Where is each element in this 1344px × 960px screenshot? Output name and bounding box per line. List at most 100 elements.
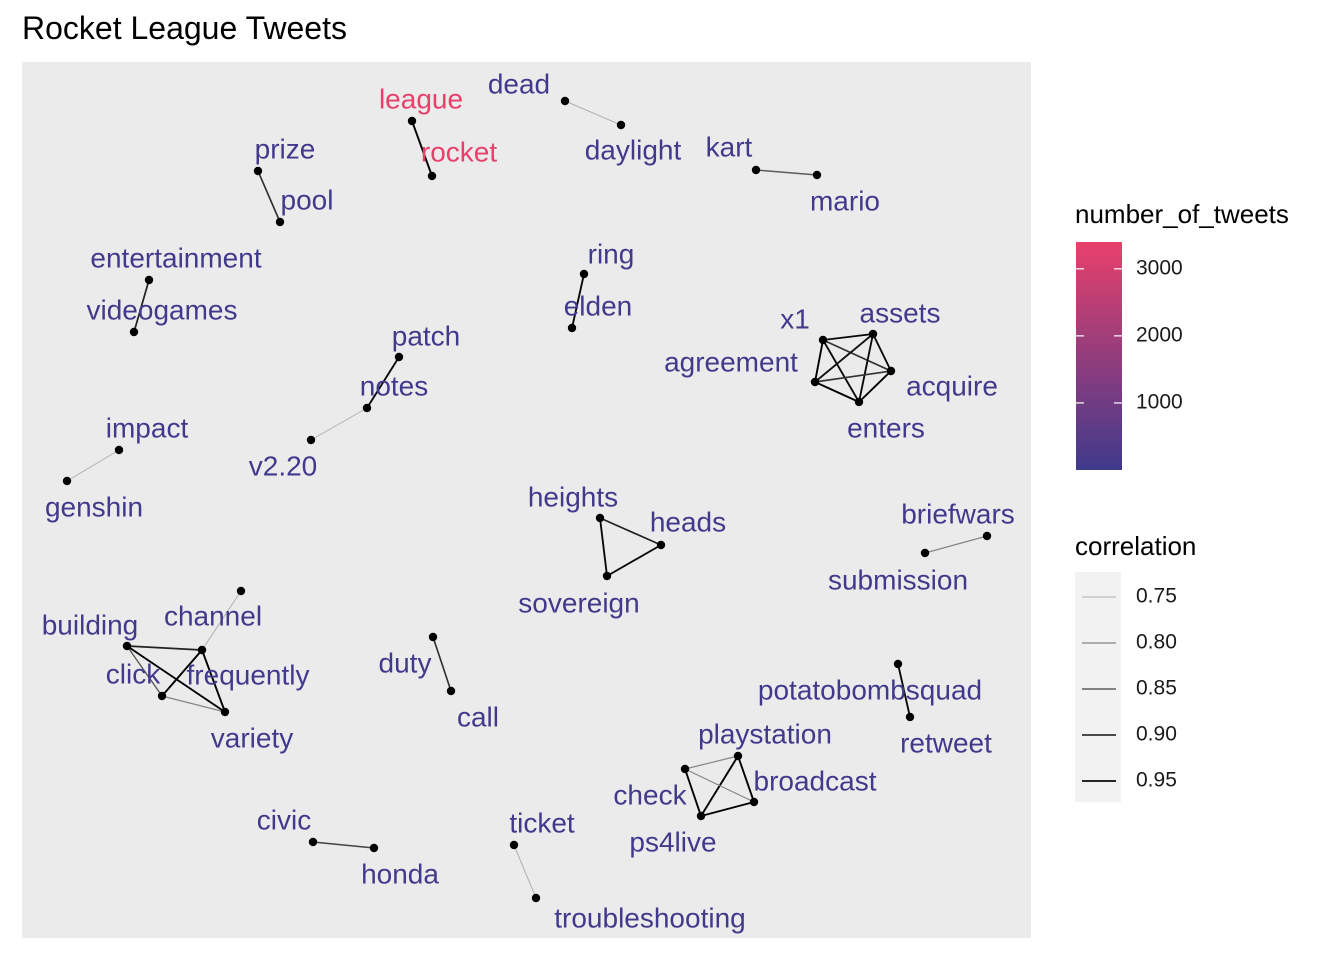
color-legend-label-1: 2000 [1136, 323, 1183, 346]
node-point-heads [656, 540, 666, 550]
correlation-legend-title: correlation [1075, 531, 1196, 561]
node-point-variety [220, 707, 230, 717]
node-point-patch [394, 352, 404, 362]
node-point-duty [428, 632, 438, 642]
node-label-genshin: genshin [45, 491, 143, 522]
node-label-click: click [106, 658, 161, 689]
edge-acquire-enters [858, 370, 892, 403]
edge-check-ps4live [684, 768, 702, 817]
label-layer: league rocket dead daylight kart mario prize po… [42, 68, 1015, 933]
correlation-legend-label-4: 0.95 [1136, 769, 1177, 792]
node-point-potatobombsquad [893, 659, 903, 669]
node-point-prize [253, 166, 263, 176]
node-label-prize: prize [255, 133, 316, 164]
edge-ticket-troubleshooting [513, 844, 537, 899]
node-label-building: building [42, 609, 139, 640]
edge-heights-heads [599, 517, 662, 546]
node-point-notes [362, 403, 372, 413]
node-point-impact [114, 445, 124, 455]
node-label-retweet: retweet [900, 727, 992, 758]
node-label-playstation: playstation [698, 718, 832, 749]
node-point-x1 [818, 335, 828, 345]
node-point-civic [308, 837, 318, 847]
node-label-dead: dead [488, 68, 550, 99]
node-point-frequently [197, 645, 207, 655]
edge-click-frequently [161, 649, 203, 697]
node-point-enters [854, 397, 864, 407]
edge-dead-daylight [564, 100, 622, 126]
node-point-playstation [733, 751, 743, 761]
edge-briefwars-submission [924, 535, 988, 554]
node-label-ring: ring [588, 238, 635, 269]
node-point-click [157, 691, 167, 701]
edge-kart-mario [755, 169, 818, 176]
edge-playstation-check [684, 755, 739, 770]
node-label-assets: assets [860, 297, 941, 328]
edge-notes-v2.20 [310, 407, 368, 441]
edge-assets-acquire [872, 333, 892, 372]
edge-click-variety [161, 695, 226, 713]
node-label-x1: x1 [780, 303, 810, 334]
node-label-broadcast: broadcast [754, 765, 877, 796]
node-point-dead [560, 96, 570, 106]
correlation-legend-label-0: 0.75 [1136, 585, 1177, 608]
edge-x1-enters [822, 339, 860, 403]
node-label-acquire: acquire [906, 370, 998, 401]
edge-civic-honda [312, 841, 375, 849]
node-label-variety: variety [211, 722, 293, 753]
edge-layer [66, 100, 988, 899]
node-label-heads: heads [650, 506, 726, 537]
node-point-submission [920, 548, 930, 558]
node-label-entertainment: entertainment [90, 242, 261, 273]
node-label-enters: enters [847, 412, 925, 443]
node-label-patch: patch [392, 320, 461, 351]
edge-prize-pool [257, 170, 281, 223]
edge-channel-frequently [201, 590, 242, 651]
node-point-acquire [886, 366, 896, 376]
node-label-daylight: daylight [585, 134, 682, 165]
node-label-briefwars: briefwars [901, 498, 1015, 529]
edge-x1-agreement [814, 339, 824, 383]
node-label-agreement: agreement [664, 346, 798, 377]
node-label-ticket: ticket [509, 807, 575, 838]
node-label-notes: notes [360, 370, 429, 401]
color-legend-title: number_of_tweets [1075, 199, 1289, 229]
node-label-videogames: videogames [87, 294, 238, 325]
node-label-pool: pool [281, 184, 334, 215]
node-label-mario: mario [810, 185, 880, 216]
node-label-heights: heights [528, 481, 618, 512]
plot-panel [22, 62, 1031, 938]
node-point-entertainment [144, 275, 154, 285]
node-point-rocket [427, 171, 437, 181]
node-label-league: league [379, 83, 463, 114]
node-point-heights [595, 513, 605, 523]
chart-title: Rocket League Tweets [22, 10, 347, 46]
edge-impact-genshin [66, 449, 120, 482]
node-label-channel: channel [164, 600, 262, 631]
edge-ring-elden [571, 273, 585, 329]
edge-broadcast-ps4live [700, 801, 755, 817]
edge-assets-agreement [814, 333, 874, 383]
node-label-rocket: rocket [421, 136, 497, 167]
edge-patch-notes [366, 356, 400, 409]
node-label-honda: honda [361, 858, 439, 889]
edge-x1-acquire [822, 339, 892, 372]
node-point-building [122, 641, 132, 651]
node-point-troubleshooting [531, 893, 541, 903]
node-point-league [407, 116, 417, 126]
node-label-frequently: frequently [187, 659, 310, 690]
edge-playstation-broadcast [737, 755, 755, 803]
edge-agreement-enters [814, 381, 860, 403]
correlation-legend-label-1: 0.80 [1136, 631, 1177, 654]
edge-building-frequently [126, 645, 203, 651]
edge-agreement-acquire [814, 370, 892, 383]
node-point-check [680, 764, 690, 774]
node-point-briefwars [982, 531, 992, 541]
color-legend-label-2: 3000 [1136, 256, 1183, 279]
node-point-honda [369, 843, 379, 853]
node-label-kart: kart [706, 131, 753, 162]
node-point-agreement [810, 377, 820, 387]
node-point-assets [868, 329, 878, 339]
edge-heads-sovereign [606, 544, 662, 577]
